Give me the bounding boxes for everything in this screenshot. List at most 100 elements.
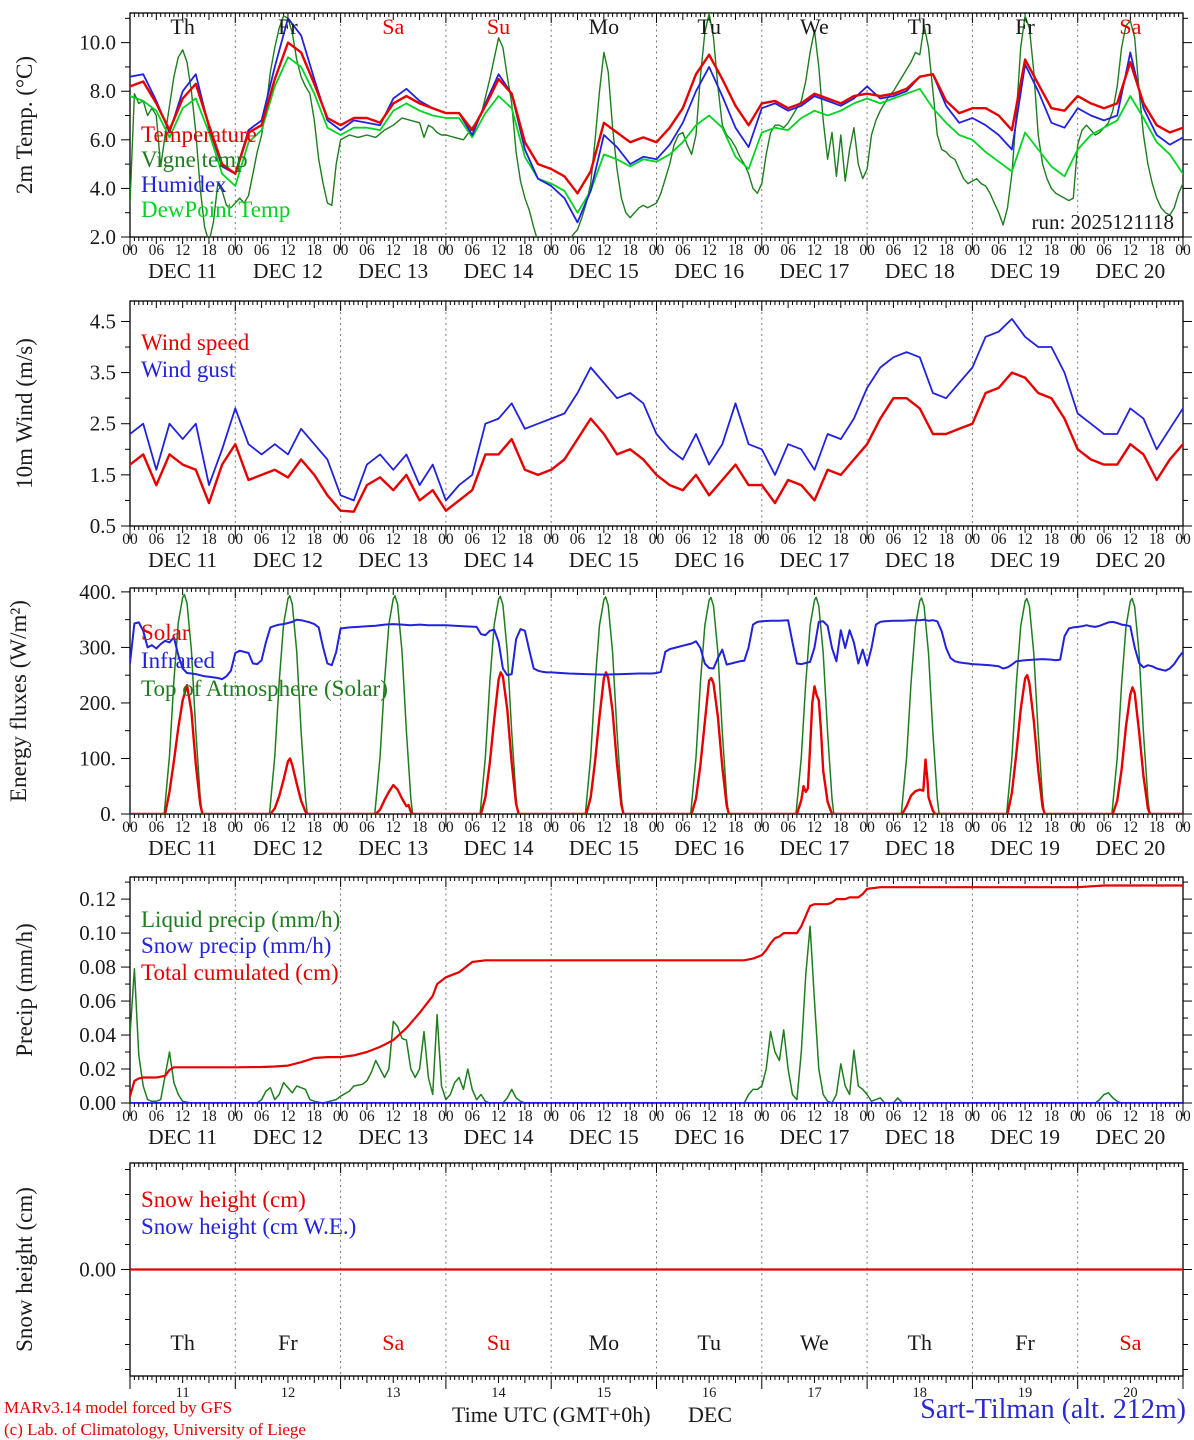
series-vigne-temp — [130, 13, 1183, 237]
y-axis-title: Energy fluxes (W/m²) — [6, 600, 31, 802]
hour-tick-label: 00 — [122, 1108, 138, 1125]
hour-tick-label: 06 — [464, 531, 480, 548]
hour-tick-label: 00 — [754, 531, 770, 548]
date-label: DEC 20 — [1095, 259, 1165, 283]
y-axis-title: 2m Temp. (°C) — [12, 56, 37, 194]
legend-dewpoint-temp: DewPoint Temp — [141, 197, 291, 222]
hour-tick-label: 06 — [359, 819, 375, 836]
panel-3: 400. 300. 200. 100. 0. Energy fluxes (W/m²) 00… — [6, 580, 1192, 860]
hour-tick-label: 18 — [938, 1108, 954, 1125]
y-ticks — [121, 17, 1192, 238]
hour-tick-label: 06 — [675, 819, 691, 836]
legend-total-cumulated-cm-: Total cumulated (cm) — [141, 960, 339, 985]
hour-tick-label: 18 — [938, 819, 954, 836]
hour-tick-label: 18 — [1149, 242, 1165, 259]
hour-tick-label: 06 — [464, 819, 480, 836]
hour-tick-label: 18 — [1149, 531, 1165, 548]
hour-tick-label: 12 — [912, 1108, 928, 1125]
hour-tick-label: 12 — [1017, 1108, 1033, 1125]
hour-tick-label: 12 — [596, 1108, 612, 1125]
legend-wind-gust: Wind gust — [141, 357, 236, 382]
hour-tick-label: 12 — [701, 531, 717, 548]
y-tick-label: 1.5 — [90, 463, 116, 487]
date-label: DEC 17 — [780, 259, 850, 283]
hour-tick-label: 12 — [491, 242, 507, 259]
hour-tick-label: 18 — [833, 242, 849, 259]
hour-tick-label: 00 — [228, 242, 244, 259]
series-temperature — [130, 41, 1183, 195]
hour-tick-label: 00 — [1175, 1108, 1191, 1125]
hour-tick-label: 18 — [1149, 1108, 1165, 1125]
legend-top-of-atmosphere-solar-: Top of Atmosphere (Solar) — [141, 676, 388, 701]
panel-1: 10.08.06.04.02.02m Temp. (°C)00 06 12 18DEC… — [12, 12, 1192, 283]
hour-tick-label: 06 — [1096, 531, 1112, 548]
hour-tick-label: 00 — [1070, 242, 1086, 259]
hour-tick-label: 18 — [517, 819, 533, 836]
series-liquid-precip — [130, 925, 1183, 1103]
dow-label-top: Su — [487, 14, 510, 39]
series-layer — [130, 317, 1183, 513]
hour-tick-label: 18 — [1149, 819, 1165, 836]
date-label: DEC 15 — [569, 259, 639, 283]
hour-tick-label: 12 — [280, 1108, 296, 1125]
date-label: DEC 19 — [990, 259, 1060, 283]
legend-humidex: Humidex — [141, 172, 227, 197]
date-label: DEC 18 — [885, 548, 955, 572]
date-label: DEC 14 — [464, 548, 534, 572]
hour-tick-label: 18 — [307, 819, 323, 836]
dow-label-bottom: Mo — [589, 1330, 620, 1355]
time-axis-title: Time UTC (GMT+0h) — [452, 1402, 651, 1427]
hour-tick-label: 00 — [754, 242, 770, 259]
hour-tick-label: 12 — [1123, 242, 1139, 259]
hour-tick-label: 06 — [359, 531, 375, 548]
hour-tick-label: 06 — [675, 531, 691, 548]
date-label: DEC 12 — [253, 259, 323, 283]
dow-label-bottom: Th — [170, 1330, 194, 1355]
hour-tick-label: 00 — [438, 819, 454, 836]
hour-tick-label: 18 — [728, 819, 744, 836]
hour-tick-label: 00 — [438, 531, 454, 548]
y-ticks — [121, 1169, 1192, 1370]
hour-tick-label: 12 — [1123, 1108, 1139, 1125]
y-tick-label: 0.12 — [79, 887, 116, 911]
hour-tick-label: 12 — [175, 531, 191, 548]
hour-tick-label: 12 — [912, 531, 928, 548]
hour-tick-label: 06 — [780, 531, 796, 548]
date-label: DEC 15 — [569, 836, 639, 860]
hour-tick-label: 18 — [517, 242, 533, 259]
dow-label-bottom: Th — [908, 1330, 932, 1355]
hour-tick-label: 12 — [386, 819, 402, 836]
legend-snow-height-cm-: Snow height (cm) — [141, 1187, 306, 1212]
date-label: DEC 11 — [148, 1125, 217, 1149]
dow-label-top: Mo — [589, 14, 620, 39]
hour-tick-label: 00 — [438, 242, 454, 259]
day-number-label: 17 — [807, 1385, 822, 1401]
y-tick-label: 0.10 — [79, 921, 116, 945]
hour-tick-label: 18 — [938, 242, 954, 259]
hour-tick-label: 18 — [1044, 531, 1060, 548]
x-ticks — [129, 588, 1184, 827]
hour-tick-label: 06 — [1096, 1108, 1112, 1125]
date-label: DEC 13 — [358, 259, 428, 283]
dow-label-top: Sa — [382, 14, 404, 39]
y-tick-label: 4.5 — [90, 309, 116, 333]
lab-credit-line: (c) Lab. of Climatology, University of L… — [4, 1420, 306, 1439]
date-label: DEC 19 — [990, 548, 1060, 572]
date-label: DEC 17 — [780, 548, 850, 572]
hour-tick-label: 00 — [754, 819, 770, 836]
date-label: DEC 15 — [569, 548, 639, 572]
y-tick-label: 2.5 — [90, 412, 116, 436]
day-number-label: 14 — [491, 1385, 506, 1401]
legend-snow-height-cm-w-e-: Snow height (cm W.E.) — [141, 1214, 357, 1239]
hour-tick-label: 00 — [1175, 531, 1191, 548]
legend-temperature: Temperature — [141, 122, 257, 147]
hour-tick-label: 06 — [149, 242, 165, 259]
hour-tick-label: 00 — [543, 819, 559, 836]
y-tick-label: 0.02 — [79, 1057, 116, 1081]
date-label: DEC 14 — [464, 836, 534, 860]
hour-tick-label: 12 — [386, 531, 402, 548]
date-label: DEC 16 — [674, 836, 744, 860]
hour-tick-label: 06 — [1096, 819, 1112, 836]
y-tick-label: 200. — [79, 691, 116, 715]
